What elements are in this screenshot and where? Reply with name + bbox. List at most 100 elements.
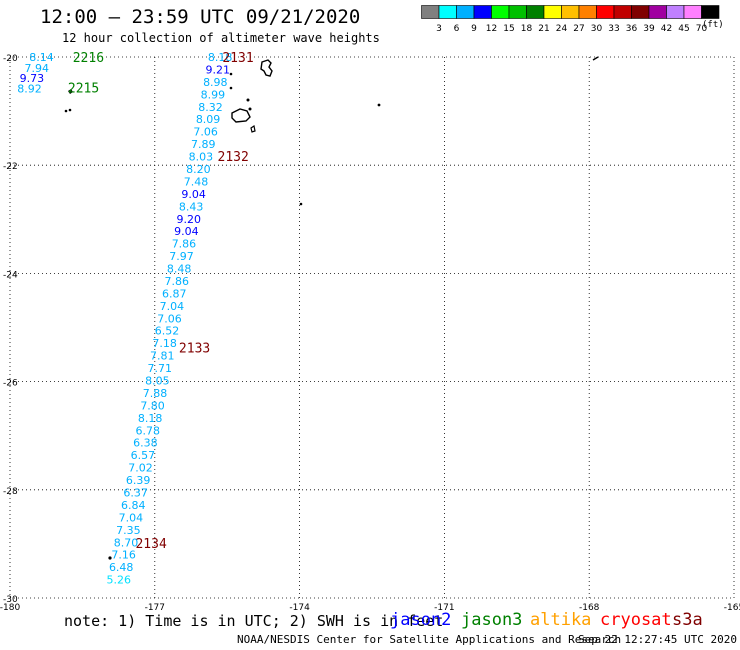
color-scale-label: 42 <box>661 24 672 34</box>
track-time-label: 2134 <box>135 537 166 552</box>
wave-height-value: 7.02 <box>128 462 153 475</box>
track-time-label: 2216 <box>73 51 104 66</box>
wave-height-value: 7.04 <box>160 300 185 313</box>
lat-tick-label: -30 <box>3 595 18 605</box>
generated-timestamp: Sep 22 12:27:45 UTC 2020 <box>578 633 737 646</box>
legend-altika: altika <box>530 610 592 630</box>
wave-height-value: 7.35 <box>116 524 141 537</box>
track-time-label: 2131 <box>222 51 253 66</box>
legend-cryosat: cryosat <box>600 610 672 630</box>
track-time-label: 2215 <box>68 81 99 96</box>
wave-height-values: 8.147.949.738.92 8.189.218.988.998.328.09… <box>17 51 232 587</box>
color-scale-label: 30 <box>591 24 603 34</box>
wave-height-value: 8.48 <box>167 263 192 276</box>
wave-height-value: 6.39 <box>126 474 151 487</box>
credit-line: NOAA/NESDIS Center for Satellite Applica… <box>237 633 622 646</box>
legend-s3a: s3a <box>672 610 703 630</box>
lat-tick-label: -20 <box>3 54 18 64</box>
wave-height-value: 7.80 <box>140 399 165 412</box>
wave-height-value: 7.06 <box>193 126 218 139</box>
lat-tick-label: -24 <box>3 270 18 280</box>
map-title: 12:00 — 23:59 UTC 09/21/2020 <box>40 6 361 28</box>
lon-tick-label: -180 <box>0 603 20 610</box>
coastline-islands <box>64 56 599 560</box>
wave-height-value: 7.86 <box>172 238 197 251</box>
color-scale-label: 39 <box>643 24 655 34</box>
legend-jason3: jason3 <box>461 610 523 630</box>
wave-height-value: 6.84 <box>121 499 146 512</box>
wave-height-value: 6.57 <box>131 449 156 462</box>
lon-tick-label: -165 <box>724 603 740 610</box>
track-time-label: 2132 <box>218 150 249 165</box>
wave-height-value: 9.21 <box>205 63 230 76</box>
wave-height-value: 7.86 <box>164 275 189 288</box>
axis-tick-labels: -180 -177 -174 -171 -168 -165 -20 -22 -24 -26 -28 -… <box>0 54 740 610</box>
wave-height-value: 8.18 <box>208 51 233 64</box>
color-scale-label: 15 <box>503 24 514 34</box>
track-time-label: 2133 <box>179 342 210 357</box>
lon-tick-label: -171 <box>434 603 454 610</box>
wave-height-value: 9.20 <box>177 213 202 226</box>
island <box>246 98 250 102</box>
wave-height-value: 7.88 <box>143 387 168 400</box>
wave-height-value: 6.48 <box>109 561 133 574</box>
lon-tick-label: -177 <box>145 603 165 610</box>
wave-height-value: 9.04 <box>181 188 206 201</box>
wave-height-value: 9.73 <box>20 72 45 85</box>
wave-height-value: 8.05 <box>145 375 170 388</box>
wave-height-value: 8.20 <box>186 163 211 176</box>
color-scale-label: 33 <box>608 24 619 34</box>
wave-height-value: 8.43 <box>179 200 204 213</box>
island <box>64 109 68 113</box>
wave-height-value: 8.03 <box>189 151 214 164</box>
wave-height-value: 7.18 <box>152 337 177 350</box>
footer-note: note: 1) Time is in UTC; 2) SWH is in fe… <box>64 612 444 630</box>
color-scale-label: 9 <box>471 24 477 34</box>
island <box>229 86 233 90</box>
wave-height-value: 7.48 <box>184 175 209 188</box>
color-scale-bar: 3 6 9 12 15 18 21 24 27 30 33 36 39 42 45 70 <box>421 5 720 34</box>
wave-height-value: 7.06 <box>157 312 182 325</box>
color-scale-unit: (ft) <box>702 20 724 30</box>
color-scale-label: 12 <box>486 24 497 34</box>
wave-height-value: 5.26 <box>107 574 131 587</box>
wave-height-value: 8.92 <box>17 82 41 95</box>
wave-height-value: 7.89 <box>191 138 216 151</box>
island <box>229 72 233 76</box>
wave-height-value: 8.32 <box>198 101 223 114</box>
wave-height-value: 8.98 <box>203 76 228 89</box>
wave-height-value: 6.78 <box>135 424 160 437</box>
island <box>231 108 251 123</box>
wave-height-value: 6.87 <box>162 287 187 300</box>
wave-height-value: 6.38 <box>133 437 158 450</box>
island <box>260 59 273 77</box>
lon-tick-label: -168 <box>579 603 600 610</box>
color-swatch <box>701 5 720 19</box>
lon-tick-label: -174 <box>289 603 310 610</box>
wave-height-value: 6.37 <box>123 487 148 500</box>
color-scale-label: 6 <box>454 24 460 34</box>
color-scale-label: 18 <box>521 24 533 34</box>
color-scale-label: 70 <box>696 24 708 34</box>
wave-height-value: 7.94 <box>24 62 49 75</box>
island <box>108 556 112 560</box>
color-scale-label: 27 <box>573 24 584 34</box>
wave-height-value: 9.04 <box>174 225 199 238</box>
lat-lon-grid <box>9 56 735 599</box>
wave-height-value: 7.81 <box>150 350 175 363</box>
wave-height-value: 8.09 <box>196 113 221 126</box>
lat-tick-label: -22 <box>3 162 18 172</box>
island <box>68 108 72 112</box>
wave-height-value: 7.71 <box>148 362 173 375</box>
island <box>250 125 256 133</box>
island <box>248 107 252 111</box>
legend-jason2: jason2 <box>390 610 452 630</box>
wave-height-value: 6.52 <box>155 325 180 338</box>
wave-height-value: 7.04 <box>119 511 144 524</box>
altimeter-map: -180 -177 -174 -171 -168 -165 -20 -22 -24 -26 -28 -… <box>0 51 740 610</box>
map-subtitle: 12 hour collection of altimeter wave hei… <box>62 31 380 45</box>
island <box>592 56 599 61</box>
wave-height-value: 8.99 <box>201 88 226 101</box>
color-scale-label: 24 <box>556 24 568 34</box>
wave-height-value: 8.14 <box>29 51 54 64</box>
